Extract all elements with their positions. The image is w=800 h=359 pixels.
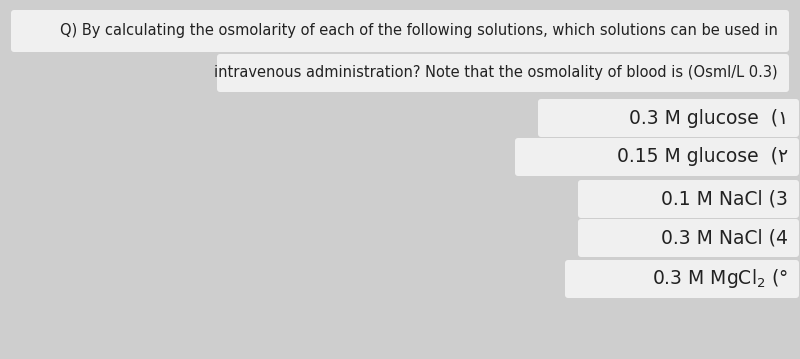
FancyBboxPatch shape [578, 219, 799, 257]
FancyBboxPatch shape [217, 54, 789, 92]
FancyBboxPatch shape [565, 260, 799, 298]
Text: 0.1 M NaCl (3: 0.1 M NaCl (3 [661, 190, 788, 209]
Text: 0.3 M MgCl$_2$ (°: 0.3 M MgCl$_2$ (° [652, 267, 788, 290]
Text: intravenous administration? Note that the osmolality of blood is (Osml/L 0.3): intravenous administration? Note that th… [214, 65, 778, 80]
Text: 0.3 M glucose  (١: 0.3 M glucose (١ [629, 108, 788, 127]
Text: 0.15 M glucose  (٢: 0.15 M glucose (٢ [617, 148, 788, 167]
Text: 0.3 M NaCl (4: 0.3 M NaCl (4 [661, 228, 788, 247]
Text: Q) By calculating the osmolarity of each of the following solutions, which solut: Q) By calculating the osmolarity of each… [60, 23, 778, 38]
FancyBboxPatch shape [538, 99, 799, 137]
FancyBboxPatch shape [578, 180, 799, 218]
FancyBboxPatch shape [515, 138, 799, 176]
FancyBboxPatch shape [11, 10, 789, 52]
